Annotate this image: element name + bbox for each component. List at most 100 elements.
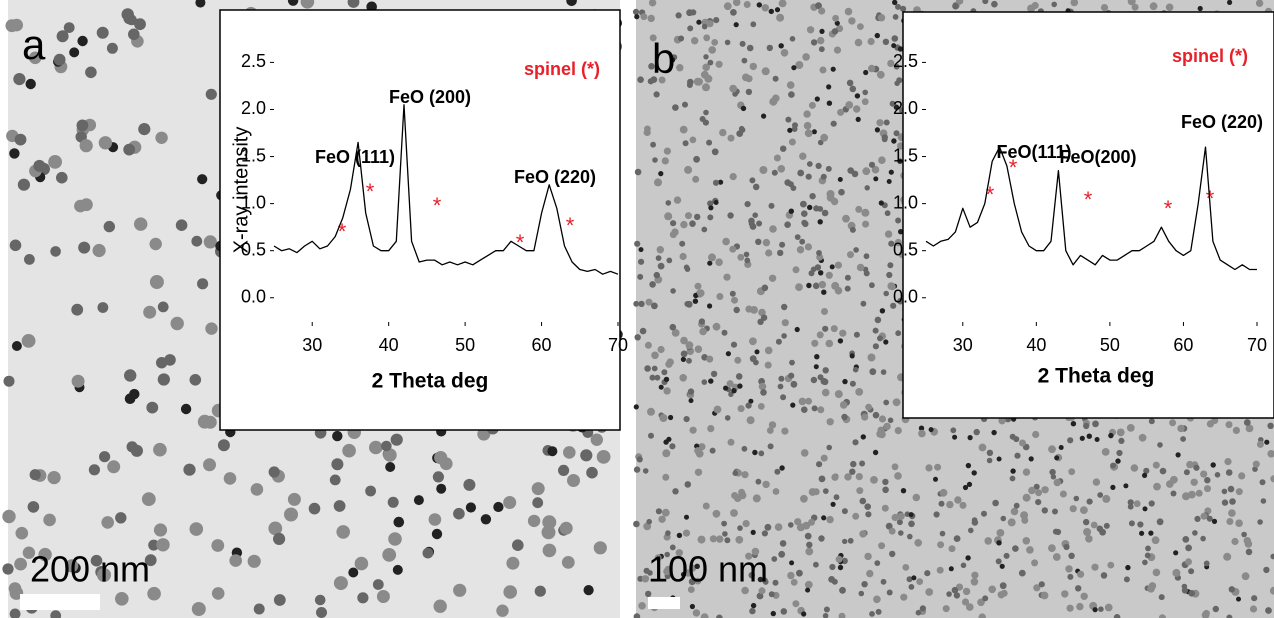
particle xyxy=(878,415,887,423)
particle xyxy=(74,199,87,213)
particle xyxy=(1052,553,1061,561)
particle xyxy=(1185,558,1192,566)
particle xyxy=(950,427,957,434)
particle xyxy=(953,535,961,542)
particle xyxy=(329,474,341,486)
particle xyxy=(794,234,801,241)
particle xyxy=(863,270,870,277)
particle xyxy=(815,162,822,169)
particle xyxy=(872,411,880,419)
particle xyxy=(971,470,977,476)
particle xyxy=(1227,485,1235,493)
particle xyxy=(1067,437,1074,444)
particle xyxy=(816,250,822,256)
particle xyxy=(811,339,819,347)
particle xyxy=(14,557,27,571)
particle xyxy=(887,417,894,424)
particle xyxy=(834,20,840,26)
x-tick-label: 40 xyxy=(1026,335,1046,355)
particle xyxy=(872,327,879,334)
particle xyxy=(788,208,794,214)
particle xyxy=(50,610,62,618)
particle xyxy=(874,316,882,324)
particle xyxy=(865,511,872,518)
particle xyxy=(817,206,824,212)
particle xyxy=(9,239,22,252)
particle xyxy=(727,438,735,446)
particle xyxy=(880,369,887,375)
particle xyxy=(741,57,748,64)
particle xyxy=(709,535,718,543)
particle xyxy=(853,247,859,253)
particle xyxy=(558,464,570,476)
particle xyxy=(1069,505,1077,513)
particle xyxy=(819,28,825,34)
particle xyxy=(751,547,760,556)
particle xyxy=(369,440,383,455)
particle xyxy=(735,373,743,380)
particle xyxy=(730,9,737,16)
particle xyxy=(662,449,671,458)
particle xyxy=(874,560,881,566)
particle xyxy=(692,609,701,617)
peak-annotation: FeO(111) xyxy=(996,142,1071,162)
particle xyxy=(9,148,20,159)
particle xyxy=(992,499,999,507)
particle xyxy=(422,547,434,559)
particle xyxy=(897,297,904,305)
particle xyxy=(861,581,868,588)
particle xyxy=(780,394,787,401)
y-tick-label: 1.5 xyxy=(241,145,266,165)
particle xyxy=(854,93,861,99)
particle xyxy=(786,81,795,89)
particle xyxy=(1092,478,1101,486)
peak-annotation: * xyxy=(338,219,347,244)
particle xyxy=(881,136,888,143)
particle xyxy=(892,14,899,20)
particle xyxy=(694,447,702,455)
particle xyxy=(787,127,793,133)
particle xyxy=(682,101,688,108)
particle xyxy=(711,148,719,156)
particle xyxy=(799,238,806,245)
particle xyxy=(1243,419,1251,426)
particle xyxy=(897,158,903,164)
particle xyxy=(1115,458,1121,464)
particle xyxy=(107,460,121,474)
particle xyxy=(689,426,697,434)
x-tick-label: 50 xyxy=(1100,335,1120,355)
particle xyxy=(1232,426,1240,434)
particle xyxy=(1077,570,1085,578)
particle xyxy=(689,220,696,227)
particle xyxy=(1152,568,1161,577)
particle xyxy=(390,433,403,446)
particle xyxy=(149,237,162,251)
particle xyxy=(918,425,925,431)
particle xyxy=(77,35,88,47)
x-axis-title: 2 Theta deg xyxy=(1038,365,1155,388)
particle xyxy=(986,457,993,464)
particle xyxy=(723,273,731,281)
particle xyxy=(88,464,100,476)
particle xyxy=(874,32,880,39)
particle xyxy=(1012,545,1019,552)
particle xyxy=(115,592,129,606)
particle xyxy=(855,205,863,213)
particle xyxy=(1204,485,1211,493)
particle xyxy=(743,251,750,258)
particle xyxy=(869,368,877,376)
particle xyxy=(805,547,814,556)
particle xyxy=(804,243,813,251)
particle xyxy=(1075,585,1082,592)
particle xyxy=(800,200,807,208)
particle xyxy=(866,569,874,578)
particle xyxy=(203,235,217,249)
particle xyxy=(98,136,113,150)
particle xyxy=(637,273,644,280)
particle xyxy=(777,165,786,173)
particle xyxy=(586,466,598,479)
particle xyxy=(952,2,959,10)
particle xyxy=(1142,559,1148,566)
particle xyxy=(1193,464,1200,471)
particle xyxy=(859,460,866,467)
